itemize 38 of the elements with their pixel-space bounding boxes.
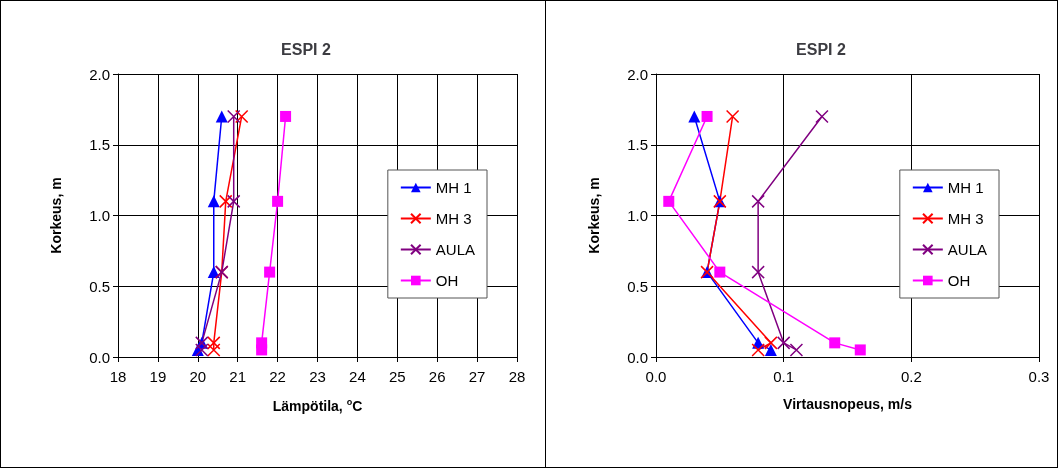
chart-title: ESPI 2 — [796, 40, 846, 58]
y-tick-label: 0.0 — [89, 348, 110, 366]
legend-label: AULA — [435, 241, 475, 258]
legend-label: OH — [435, 272, 459, 289]
y-axis-title: Korkeus, m — [48, 177, 64, 254]
legend-label: MH 3 — [435, 210, 472, 227]
x-tick-label: 21 — [229, 368, 247, 385]
y-tick-label: 2.0 — [89, 65, 110, 83]
x-tick-label: 18 — [109, 368, 127, 385]
x-tick-label: 22 — [269, 368, 286, 385]
x-tick-label: 24 — [349, 368, 366, 385]
x-tick-label: 25 — [388, 368, 406, 385]
x-tick-label: 0.1 — [773, 368, 795, 385]
x-tick-label: 23 — [309, 368, 326, 385]
x-tick-label: 0.2 — [900, 368, 922, 385]
y-tick-label: 0.5 — [627, 277, 648, 295]
y-tick-label: 1.0 — [627, 207, 648, 224]
chart-title: ESPI 2 — [281, 40, 331, 58]
legend-label: MH 3 — [947, 210, 984, 227]
x-tick-label: 28 — [508, 368, 526, 385]
x-tick-label: 26 — [428, 368, 446, 385]
x-tick-label: 19 — [149, 368, 167, 385]
legend-label: OH — [947, 272, 971, 289]
y-tick-label: 1.5 — [627, 136, 648, 154]
y-tick-label: 2.0 — [627, 65, 648, 83]
x-axis-title: Virtausnopeus, m/s — [783, 396, 913, 412]
x-tick-label: 0.0 — [645, 368, 667, 385]
legend-label: MH 1 — [947, 179, 984, 196]
x-tick-label: 0.3 — [1028, 368, 1050, 385]
y-tick-label: 1.5 — [89, 136, 110, 154]
x-tick-label: 20 — [189, 368, 207, 385]
y-axis-title: Korkeus, m — [586, 177, 602, 254]
legend-label: AULA — [947, 241, 987, 258]
y-tick-label: 1.0 — [89, 207, 110, 224]
y-tick-label: 0.0 — [627, 348, 648, 366]
legend-label: MH 1 — [435, 179, 472, 196]
y-tick-label: 0.5 — [89, 277, 110, 295]
x-tick-label: 27 — [468, 368, 486, 385]
